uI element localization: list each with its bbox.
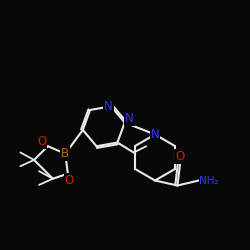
Text: NH₂: NH₂ bbox=[200, 176, 219, 186]
Text: N: N bbox=[104, 100, 113, 113]
Text: O: O bbox=[176, 150, 184, 163]
Text: N: N bbox=[150, 128, 160, 141]
Text: O: O bbox=[64, 174, 74, 187]
Text: N: N bbox=[125, 112, 134, 125]
Text: O: O bbox=[37, 135, 46, 148]
Text: B: B bbox=[61, 147, 70, 160]
